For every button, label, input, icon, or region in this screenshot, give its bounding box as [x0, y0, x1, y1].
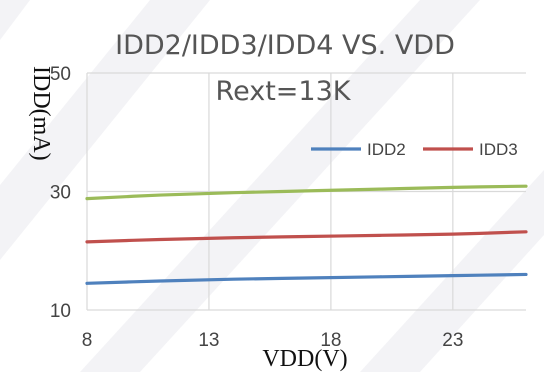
x-tick-label-0: 8 — [82, 330, 93, 351]
y-axis-title: IDD(mA) — [28, 66, 54, 161]
legend: IDD2 IDD3 — [311, 140, 518, 159]
x-tick-label-2: 18 — [320, 330, 341, 351]
y-tick-label-2: 50 — [50, 64, 71, 85]
series-line-idd3 — [85, 230, 528, 244]
series-lines — [85, 184, 528, 285]
series-line-idd2 — [85, 272, 528, 285]
y-tick-label-0: 10 — [50, 301, 71, 322]
y-tick-labels: 10 30 50 — [50, 64, 71, 322]
x-axis-title: VDD(V) — [262, 346, 347, 372]
chart-title: IDD2/IDD3/IDD4 VS. VDD — [115, 30, 455, 61]
legend-label-idd2: IDD2 — [367, 140, 406, 159]
chart-subtitle: Rext=13K — [216, 76, 352, 107]
x-tick-label-1: 13 — [198, 330, 219, 351]
y-tick-label-1: 30 — [50, 183, 71, 204]
x-tick-label-3: 23 — [442, 330, 463, 351]
legend-label-idd3: IDD3 — [479, 140, 518, 159]
series-line-unlabeled-2 — [85, 184, 528, 201]
x-tick-labels: 8 13 18 23 — [82, 330, 464, 351]
